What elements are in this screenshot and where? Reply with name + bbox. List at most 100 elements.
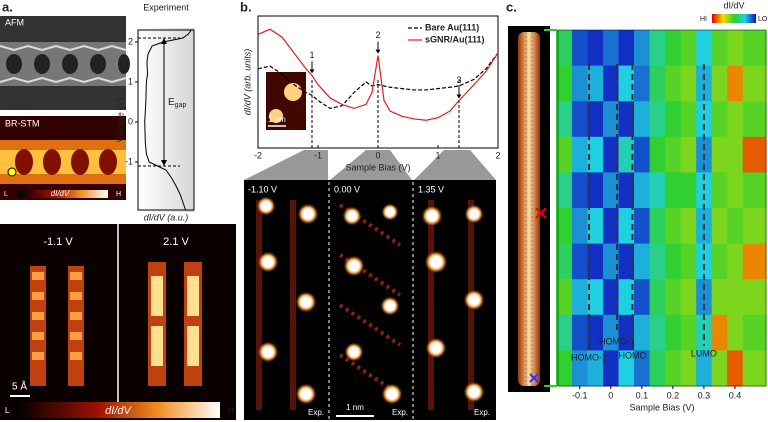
heatmap-cell bbox=[696, 243, 713, 280]
heatmap-cell bbox=[571, 208, 588, 245]
heatmap-cell bbox=[727, 279, 744, 316]
heatmap-cell bbox=[696, 350, 713, 387]
heatmap-cell bbox=[742, 279, 767, 316]
heatmap-cell bbox=[634, 208, 651, 245]
heatmap-cell bbox=[634, 65, 651, 102]
heatmap-cell bbox=[571, 243, 588, 280]
heatmap-cell bbox=[587, 314, 604, 351]
scale-end: H bbox=[228, 406, 234, 415]
heatmap-cell bbox=[696, 30, 713, 67]
y-tick-label: 2 bbox=[128, 36, 133, 46]
dft-maps: -1.10 V 0.00 V 1.35 V Exp. Exp. Exp. 1 n… bbox=[244, 180, 496, 420]
heatmap-cell bbox=[727, 101, 744, 138]
heatmap-cell bbox=[711, 279, 728, 316]
heatmap-cell bbox=[742, 136, 767, 173]
heatmap-cell bbox=[649, 314, 666, 351]
heatmap-cell bbox=[696, 172, 713, 209]
heatmap-cell bbox=[711, 172, 728, 209]
heatmap-cell bbox=[558, 136, 573, 173]
heatmap-cell bbox=[618, 279, 635, 316]
x-tick-label: -1 bbox=[314, 150, 322, 160]
heatmap-cell bbox=[680, 350, 697, 387]
profile-shade bbox=[138, 28, 194, 212]
heatmap-cell bbox=[649, 30, 666, 67]
bias-maps: -1.1 V 2.1 V 5 Å L dI/dV H bbox=[0, 224, 236, 420]
heatmap-cell bbox=[558, 101, 573, 138]
colorbar-title: dI/dV bbox=[723, 0, 744, 10]
heatmap-cell bbox=[634, 243, 651, 280]
heatmap-cell bbox=[618, 243, 635, 280]
heatmap-cell bbox=[587, 243, 604, 280]
x-tick-label: -0.1 bbox=[572, 390, 588, 400]
legend-label: Bare Au(111) bbox=[425, 22, 479, 32]
heatmap-cell bbox=[558, 208, 573, 245]
heatmap-cell bbox=[711, 30, 728, 67]
heatmap-cell bbox=[571, 65, 588, 102]
heatmap-cell bbox=[587, 101, 604, 138]
y-axis-label: Voltage (V) bbox=[115, 98, 125, 143]
map-tag: Exp. bbox=[308, 408, 324, 417]
map-bias: 1.35 V bbox=[418, 184, 444, 194]
profile-line bbox=[144, 29, 192, 211]
scale-end: L bbox=[4, 191, 8, 198]
x-tick-label: 0.2 bbox=[667, 390, 680, 400]
heatmap-cell bbox=[558, 243, 573, 280]
heatmap-cell bbox=[649, 172, 666, 209]
heatmap-cell bbox=[711, 243, 728, 280]
x-tick-label: 0 bbox=[375, 150, 380, 160]
x-tick-label: 2 bbox=[495, 150, 500, 160]
gap-label-main: E bbox=[168, 97, 175, 108]
heatmap-cell bbox=[665, 208, 682, 245]
x-tick-label: 1 bbox=[435, 150, 440, 160]
heatmap-cell bbox=[603, 350, 620, 387]
afm-image: AFM bbox=[0, 16, 130, 110]
heatmap-cell bbox=[634, 350, 651, 387]
map-bias: 0.00 V bbox=[334, 184, 360, 194]
heatmap-cell bbox=[618, 30, 635, 67]
gap-label: Egap bbox=[168, 97, 186, 109]
heatmap-cell bbox=[696, 65, 713, 102]
heatmap-cell bbox=[665, 279, 682, 316]
marker-label: 3 bbox=[456, 75, 461, 85]
heatmap-cell bbox=[665, 30, 682, 67]
heatmap-cell bbox=[558, 65, 573, 102]
heatmap-cell bbox=[711, 350, 728, 387]
heatmap-cell bbox=[618, 65, 635, 102]
heatmap-cell bbox=[571, 350, 588, 387]
heatmap-cell bbox=[711, 65, 728, 102]
heatmap-cell bbox=[558, 279, 573, 316]
heatmap-cell bbox=[649, 136, 666, 173]
panel-label: c. bbox=[506, 0, 517, 14]
colorbar: HI LO dI/dV bbox=[700, 0, 768, 23]
heatmap-cell bbox=[665, 350, 682, 387]
x-axis-label: Sample Bias (V) bbox=[345, 162, 410, 172]
colorbar-end: LO bbox=[758, 16, 768, 23]
heatmap-cell bbox=[742, 243, 767, 280]
heatmap-cell bbox=[711, 136, 728, 173]
heatmap-cell bbox=[665, 65, 682, 102]
heatmap-cell bbox=[649, 243, 666, 280]
heatmap-cell bbox=[618, 208, 635, 245]
map-tag: Exp. bbox=[474, 408, 490, 417]
heatmap-cell bbox=[571, 30, 588, 67]
heatmap-cell bbox=[680, 30, 697, 67]
heatmap-cell bbox=[603, 30, 620, 67]
y-axis-label: dI/dV (arb. units) bbox=[242, 49, 252, 116]
heatmap-cell bbox=[727, 243, 744, 280]
heatmap-cell bbox=[742, 350, 767, 387]
orbital-label: HOMO bbox=[619, 350, 647, 360]
heatmap-cell bbox=[742, 314, 767, 351]
heatmap-cell bbox=[665, 172, 682, 209]
heatmap-cell bbox=[665, 243, 682, 280]
heatmap-cell bbox=[618, 350, 635, 387]
heatmap-cell bbox=[665, 101, 682, 138]
heatmap-cell bbox=[603, 65, 620, 102]
scale-end: L bbox=[5, 406, 10, 415]
x-tick-label: 0.3 bbox=[698, 390, 711, 400]
heatmap-cell bbox=[696, 314, 713, 351]
map-connectors bbox=[244, 150, 496, 180]
x-axis-label: dI/dV (a.u.) bbox=[144, 212, 189, 222]
heatmap-cell bbox=[587, 65, 604, 102]
heatmap-cell bbox=[603, 314, 620, 351]
colorbar-end: HI bbox=[700, 16, 707, 23]
